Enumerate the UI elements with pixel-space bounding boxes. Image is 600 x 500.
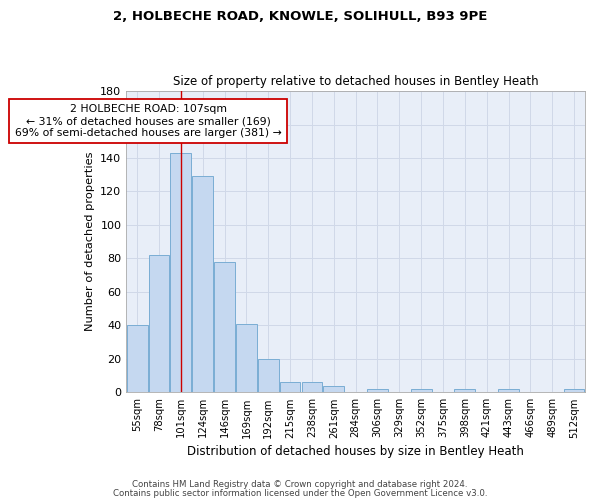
Bar <box>193 176 213 392</box>
Bar <box>564 389 584 392</box>
Text: Contains HM Land Registry data © Crown copyright and database right 2024.: Contains HM Land Registry data © Crown c… <box>132 480 468 489</box>
Bar <box>236 324 257 392</box>
Bar <box>454 389 475 392</box>
X-axis label: Distribution of detached houses by size in Bentley Heath: Distribution of detached houses by size … <box>187 444 524 458</box>
Text: 2 HOLBECHE ROAD: 107sqm
← 31% of detached houses are smaller (169)
69% of semi-d: 2 HOLBECHE ROAD: 107sqm ← 31% of detache… <box>15 104 281 138</box>
Bar <box>258 359 278 392</box>
Bar <box>367 389 388 392</box>
Bar <box>214 262 235 392</box>
Bar <box>302 382 322 392</box>
Text: Contains public sector information licensed under the Open Government Licence v3: Contains public sector information licen… <box>113 488 487 498</box>
Bar <box>498 389 519 392</box>
Bar <box>170 153 191 392</box>
Bar <box>411 389 431 392</box>
Text: 2, HOLBECHE ROAD, KNOWLE, SOLIHULL, B93 9PE: 2, HOLBECHE ROAD, KNOWLE, SOLIHULL, B93 … <box>113 10 487 23</box>
Bar <box>280 382 301 392</box>
Bar <box>127 326 148 392</box>
Title: Size of property relative to detached houses in Bentley Heath: Size of property relative to detached ho… <box>173 76 538 88</box>
Y-axis label: Number of detached properties: Number of detached properties <box>85 152 95 332</box>
Bar <box>323 386 344 392</box>
Bar <box>149 255 169 392</box>
